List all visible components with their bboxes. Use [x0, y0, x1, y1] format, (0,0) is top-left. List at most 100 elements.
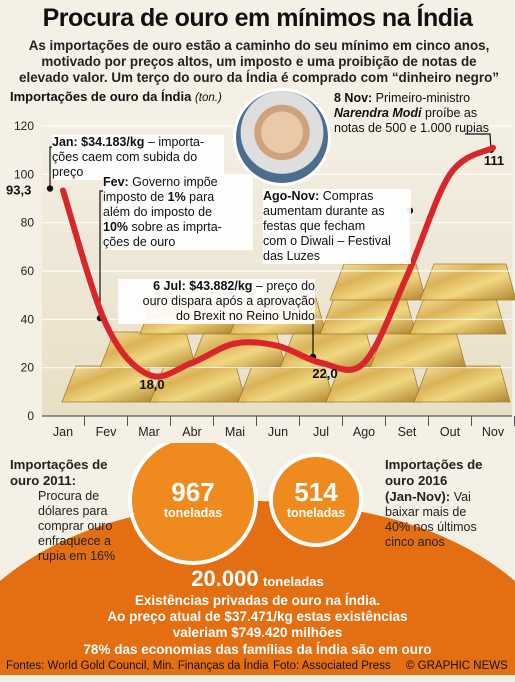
annotation-fev-head: Fev:	[103, 175, 129, 189]
leader-fev	[99, 190, 104, 319]
y-tick-label: 80	[21, 216, 35, 230]
gold-bar	[409, 297, 507, 335]
right-panel-line: baixar mais de	[385, 505, 467, 519]
reserves-line: valeriam $749.420 milhões	[172, 625, 343, 640]
x-tick-label: Ago	[353, 425, 375, 439]
left-panel-body: Procura de dólares para comprar ouro enf…	[10, 489, 125, 564]
annotation-fev-pct: 10%	[103, 220, 129, 234]
right-panel: Importações de ouro 2016 (Jan-Nov): Vai …	[385, 457, 510, 550]
value-label: 111	[484, 153, 504, 168]
left-panel-line: rupia em 16%	[38, 549, 116, 563]
annotation-ago-text: com o Diwali – Festival	[263, 234, 391, 248]
chart-title: Importações de ouro da Índia (ton.)	[10, 89, 222, 106]
subtitle-line: motivado por preços altos, um imposto e …	[41, 54, 477, 69]
subtitle-line: As importações de ouro estão a caminho d…	[28, 38, 490, 53]
y-tick-label: 0	[27, 409, 34, 423]
value-label: 93,3	[6, 183, 31, 198]
annotation-jul-text: – preço do	[252, 279, 315, 293]
circle-2011-text: 967 toneladas	[140, 478, 246, 520]
left-panel-line: enfraquece a	[38, 534, 111, 548]
reserves-unit: toneladas	[263, 574, 324, 589]
y-tick-label: 40	[21, 312, 35, 326]
annotation-jul-text: ouro dispara após a aprovação	[142, 294, 315, 308]
footer-brand: © GRAPHIC NEWS	[406, 660, 508, 672]
bottom-graphic	[0, 443, 515, 675]
gold-bar	[319, 297, 417, 335]
x-tick-label: Set	[398, 425, 417, 439]
annotation-nov: 8 Nov: Primeiro-ministro Narendra Modi p…	[334, 91, 512, 136]
gold-bar	[369, 331, 467, 369]
x-axis: Jan Fev Mar Abr Mai Jun Jul Ago Set Out Nov	[42, 415, 515, 439]
annotation-ago: Ago-Nov: Compras aumentam durante as fes…	[263, 189, 411, 264]
x-tick-label: Mar	[138, 425, 160, 439]
reserves-value: 20.000	[191, 566, 259, 591]
reserves-text: 20.000 toneladas Existências privadas de…	[0, 568, 515, 659]
annotation-nov-text: proíbe as	[421, 106, 478, 120]
left-panel-heading: Importações de	[10, 457, 108, 472]
page-title: Procura de ouro em mínimos na Índia	[42, 4, 473, 32]
footer-sources: Fontes: World Gold Council, Min. Finança…	[6, 660, 269, 672]
circle-2016-unit: toneladas	[286, 506, 346, 520]
x-tick-label: Jan	[53, 425, 73, 439]
circle-2016-text: 514 toneladas	[271, 478, 361, 520]
annotation-ago-head: Ago-Nov:	[263, 189, 320, 203]
left-panel-line: Procura de	[38, 489, 100, 503]
y-tick-label: 120	[14, 119, 34, 133]
annotation-ago-text: das Luzes	[263, 249, 320, 263]
annotation-jan-head: Jan: $34.183/kg	[52, 135, 145, 149]
gold-bar	[419, 263, 515, 301]
footer-photo-credit: Foto: Associated Press	[273, 660, 391, 672]
annotation-fev: Fev: Governo impõe imposto de 1% para al…	[103, 175, 253, 250]
right-panel-heading: ouro 2016	[385, 473, 448, 488]
y-tick-label: 60	[21, 264, 35, 278]
y-axis: 0 20 40 60 80 100 120	[14, 119, 34, 423]
gold-bar	[189, 331, 287, 369]
annotation-ago-text: Compras	[319, 189, 374, 203]
annotation-jul-head: 6 Jul: $43.882/kg	[153, 279, 253, 293]
right-panel-line: cinco anos	[385, 535, 445, 549]
annotation-nov-text: Primeiro-ministro	[372, 91, 471, 105]
annotation-nov-name: Narendra Modi	[334, 106, 422, 120]
annotation-ago-text: aumentam durante as	[263, 204, 385, 218]
x-tick-label: Fev	[96, 425, 118, 439]
x-tick-label: Jul	[313, 425, 329, 439]
x-tick-label: Out	[440, 425, 461, 439]
reserves-line: Existências privadas de ouro na Índia.	[134, 593, 381, 608]
annotation-fev-text: sobre as imprta-	[128, 220, 222, 234]
annotation-fev-text: Governo impõe	[128, 175, 218, 189]
circle-2011-unit: toneladas	[163, 506, 223, 520]
annotation-jan: Jan: $34.183/kg – importa- ções caem com…	[52, 135, 224, 180]
chart-unit: (ton.)	[194, 92, 222, 104]
left-panel-line: dólares para	[38, 504, 108, 518]
circle-2016-value: 514	[294, 477, 338, 507]
annotation-fev-text: ções de ouro	[103, 235, 176, 249]
leader-nov	[465, 133, 492, 150]
right-panel-line: 40% nos últimos	[385, 520, 477, 534]
left-panel: Importações de ouro 2011: Procura de dól…	[10, 457, 125, 564]
left-panel-heading: ouro 2011:	[10, 473, 76, 488]
annotation-fev-text: imposto de	[103, 190, 168, 204]
y-tick-label: 20	[21, 361, 35, 375]
leader-jan	[49, 146, 52, 189]
right-panel-heading: (Jan-Nov):	[385, 489, 451, 504]
left-panel-line: comprar ouro	[38, 519, 113, 533]
leader-jan-dot	[46, 185, 54, 192]
value-labels: 93,3 18,0 22,0 111	[6, 153, 504, 392]
annotation-jan-text: ções caem com subida do	[52, 150, 198, 164]
annotation-fev-pct: 1%	[167, 190, 186, 204]
reserves-line: Ao preço atual de $37.471/kg estas exist…	[107, 609, 408, 624]
x-tick-label: Abr	[182, 425, 201, 439]
gold-bar	[413, 365, 511, 403]
value-label: 22,0	[312, 366, 337, 381]
subtitle-line: elevado valor. Um terço do ouro da Índia…	[19, 70, 499, 85]
right-panel-line: Vai	[450, 490, 471, 504]
circle-2011-value: 967	[171, 477, 215, 507]
annotation-jan-text: preço	[52, 165, 84, 179]
circle-2011	[128, 443, 258, 565]
x-tick-label: Mai	[225, 425, 245, 439]
value-label: 18,0	[139, 377, 164, 392]
annotation-jul-text: do Brexit no Reino Unido	[176, 309, 315, 323]
modi-photo	[233, 88, 331, 186]
annotation-fev-text: para	[185, 190, 215, 204]
reserves-dome	[0, 501, 515, 675]
